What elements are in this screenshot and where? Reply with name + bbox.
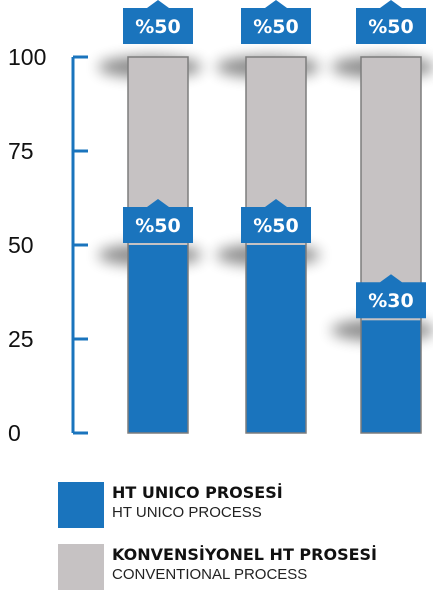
legend-subtitle-conventional: CONVENTIONAL PROCESS [112, 566, 308, 583]
y-tick-label: 25 [8, 326, 34, 352]
bar-outline [360, 56, 422, 434]
legend-swatch-ht-unico [58, 482, 104, 528]
bar-segment [246, 245, 306, 433]
legend-subtitle-ht-unico: HT UNICO PROCESS [112, 504, 262, 521]
legend-swatch-conventional [58, 544, 104, 590]
bar-outline [127, 56, 189, 434]
value-label: %50 [253, 215, 298, 237]
legend-item-ht-unico: HT UNICO PROSESİ HT UNICO PROCESS [58, 482, 428, 532]
legend-title-ht-unico: HT UNICO PROSESİ [112, 483, 283, 502]
legend-item-conventional: KONVENSİYONEL HT PROSESİ CONVENTIONAL PR… [58, 544, 428, 594]
value-label: %50 [368, 16, 413, 38]
value-badge [356, 274, 426, 319]
y-axis: 0 25 50 75 100 [8, 44, 88, 446]
y-tick-label: 75 [8, 138, 34, 164]
legend-title-conventional: KONVENSİYONEL HT PROSESİ [112, 545, 378, 564]
y-tick-label: 50 [8, 232, 34, 258]
y-tick-label: 100 [8, 44, 46, 70]
bar-chart: 0 25 50 75 100 %50 %50 %50 %50 %30 %50 [8, 0, 433, 446]
value-badge [123, 0, 193, 44]
value-badge [123, 199, 193, 243]
bar-segment [361, 320, 421, 433]
value-label: %50 [135, 16, 180, 38]
value-label: %50 [253, 16, 298, 38]
bar-outline [245, 56, 307, 434]
value-badge [241, 0, 311, 44]
value-badge [356, 0, 426, 44]
value-badge [241, 199, 311, 243]
value-label: %30 [368, 290, 413, 312]
y-tick-label: 0 [8, 420, 21, 446]
bar-segment [128, 245, 188, 433]
value-label: %50 [135, 215, 180, 237]
